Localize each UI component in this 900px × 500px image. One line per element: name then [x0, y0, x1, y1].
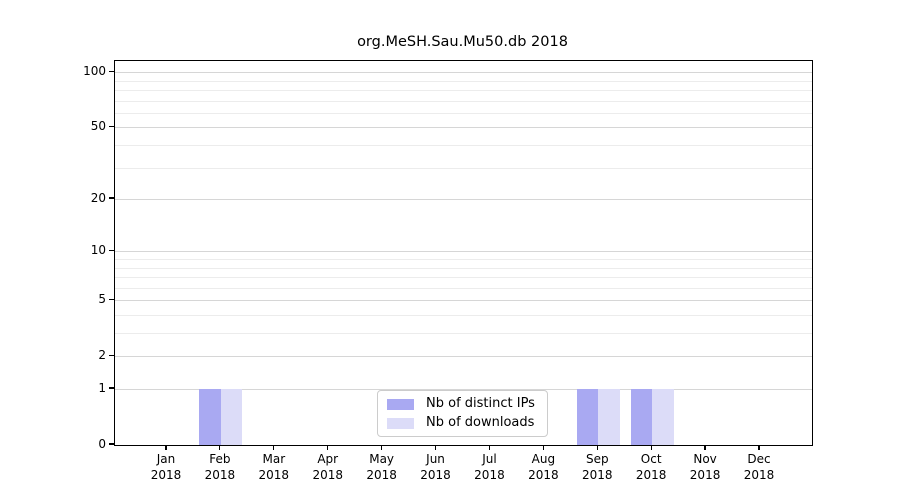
minor-gridline [115, 100, 812, 102]
x-tick-year: 2018 [689, 467, 721, 482]
y-axis-tick-label: 2 [98, 348, 106, 363]
x-axis-tick [434, 445, 437, 451]
y-axis-tick [109, 70, 114, 72]
bar-distinct-ips [630, 389, 653, 445]
major-gridline [115, 251, 812, 253]
legend-swatch-icon [387, 417, 414, 429]
x-axis-tick-label: Oct 2018 [619, 452, 683, 483]
x-tick-month: Oct [640, 452, 662, 466]
x-axis-tick [758, 445, 760, 451]
x-tick-year: 2018 [420, 467, 451, 482]
y-axis-tick-label: 1 [98, 381, 106, 395]
legend-swatch-icon [387, 398, 414, 410]
minor-gridline [115, 112, 812, 114]
x-tick-year: 2018 [635, 467, 667, 482]
x-tick-month: Feb [209, 452, 231, 466]
y-axis-tick [109, 443, 114, 445]
minor-gridline [115, 167, 812, 169]
x-tick-month: Mar [262, 452, 286, 466]
x-axis-tick-label: Nov 2018 [673, 452, 737, 483]
x-tick-month: Sep [585, 452, 609, 466]
x-tick-year: 2018 [258, 467, 290, 482]
x-axis-tick-label: Apr 2018 [296, 452, 360, 483]
minor-gridline [115, 287, 812, 289]
x-axis-tick [488, 445, 491, 451]
minor-gridline [115, 80, 812, 82]
major-gridline [115, 127, 812, 129]
y-axis-tick-label: 10 [90, 243, 106, 258]
major-gridline [115, 72, 812, 74]
minor-gridline [115, 90, 812, 92]
x-tick-month: May [369, 452, 395, 466]
minor-gridline [115, 277, 812, 279]
plot-area [114, 60, 813, 446]
y-axis-tick [109, 125, 114, 127]
x-tick-year: 2018 [743, 467, 775, 482]
x-axis-tick-label: Jan 2018 [134, 452, 198, 483]
x-tick-month: Jan [156, 452, 176, 466]
bar-downloads [220, 389, 243, 445]
x-axis-tick-label: Jul 2018 [457, 452, 521, 483]
chart-title: org.MeSH.Sau.Mu50.db 2018 [357, 34, 568, 50]
y-axis-tick-label: 50 [90, 119, 106, 134]
x-tick-month: Jun [426, 452, 445, 466]
x-axis-tick-label: Jun 2018 [404, 452, 468, 483]
y-axis-tick [109, 197, 114, 199]
y-axis-tick [109, 354, 114, 356]
x-axis-tick-label: Feb 2018 [188, 452, 252, 483]
x-axis-tick [596, 445, 598, 451]
x-axis-tick-label: Dec 2018 [727, 452, 791, 483]
y-axis-tick [109, 298, 114, 300]
x-axis-tick-label: May 2018 [350, 452, 414, 483]
y-axis-tick-label: 0 [98, 437, 106, 451]
x-tick-month: Dec [747, 452, 771, 466]
x-tick-month: Apr [317, 452, 339, 466]
legend-entry: Nb of distinct IPs [387, 397, 535, 411]
x-axis-tick [273, 445, 275, 451]
x-axis-tick [165, 445, 167, 451]
x-axis-tick [542, 445, 544, 451]
x-tick-year: 2018 [312, 467, 343, 482]
x-tick-month: Aug [531, 452, 556, 466]
minor-gridline [115, 259, 812, 260]
y-axis-tick-label: 20 [90, 191, 106, 206]
minor-gridline [115, 333, 812, 335]
x-axis-tick-label: Aug 2018 [511, 452, 575, 483]
x-axis-tick [327, 445, 329, 451]
major-gridline [115, 389, 812, 390]
y-axis-tick [109, 387, 114, 389]
minor-gridline [115, 145, 812, 147]
major-gridline [115, 199, 812, 201]
y-axis-tick-label: 100 [83, 64, 106, 79]
legend: Nb of distinct IPs Nb of downloads [377, 390, 548, 437]
y-axis-tick-label: 5 [98, 292, 106, 307]
x-tick-year: 2018 [581, 467, 613, 482]
x-tick-month: Jul [482, 452, 497, 466]
legend-label: Nb of distinct IPs [426, 396, 535, 411]
x-axis-tick-label: Sep 2018 [565, 452, 629, 483]
x-axis-tick [219, 445, 221, 451]
x-axis-tick-label: Mar 2018 [242, 452, 306, 483]
bar-distinct-ips [199, 389, 221, 445]
x-axis-tick [381, 445, 383, 451]
major-gridline [115, 356, 812, 358]
major-gridline [115, 300, 812, 302]
x-tick-year: 2018 [366, 467, 397, 482]
bar-distinct-ips [576, 389, 599, 445]
legend-entry: Nb of downloads [387, 416, 535, 430]
bar-downloads [652, 389, 674, 445]
legend-label: Nb of downloads [426, 415, 535, 430]
x-tick-year: 2018 [150, 467, 182, 482]
minor-gridline [115, 314, 812, 316]
x-tick-year: 2018 [474, 467, 505, 482]
y-axis-tick [109, 249, 114, 251]
x-axis-tick [704, 445, 706, 451]
x-tick-year: 2018 [528, 467, 559, 482]
minor-gridline [115, 267, 812, 269]
x-axis-tick [650, 445, 652, 451]
x-tick-year: 2018 [204, 467, 236, 482]
bar-downloads [598, 389, 620, 445]
x-tick-month: Nov [693, 452, 717, 466]
